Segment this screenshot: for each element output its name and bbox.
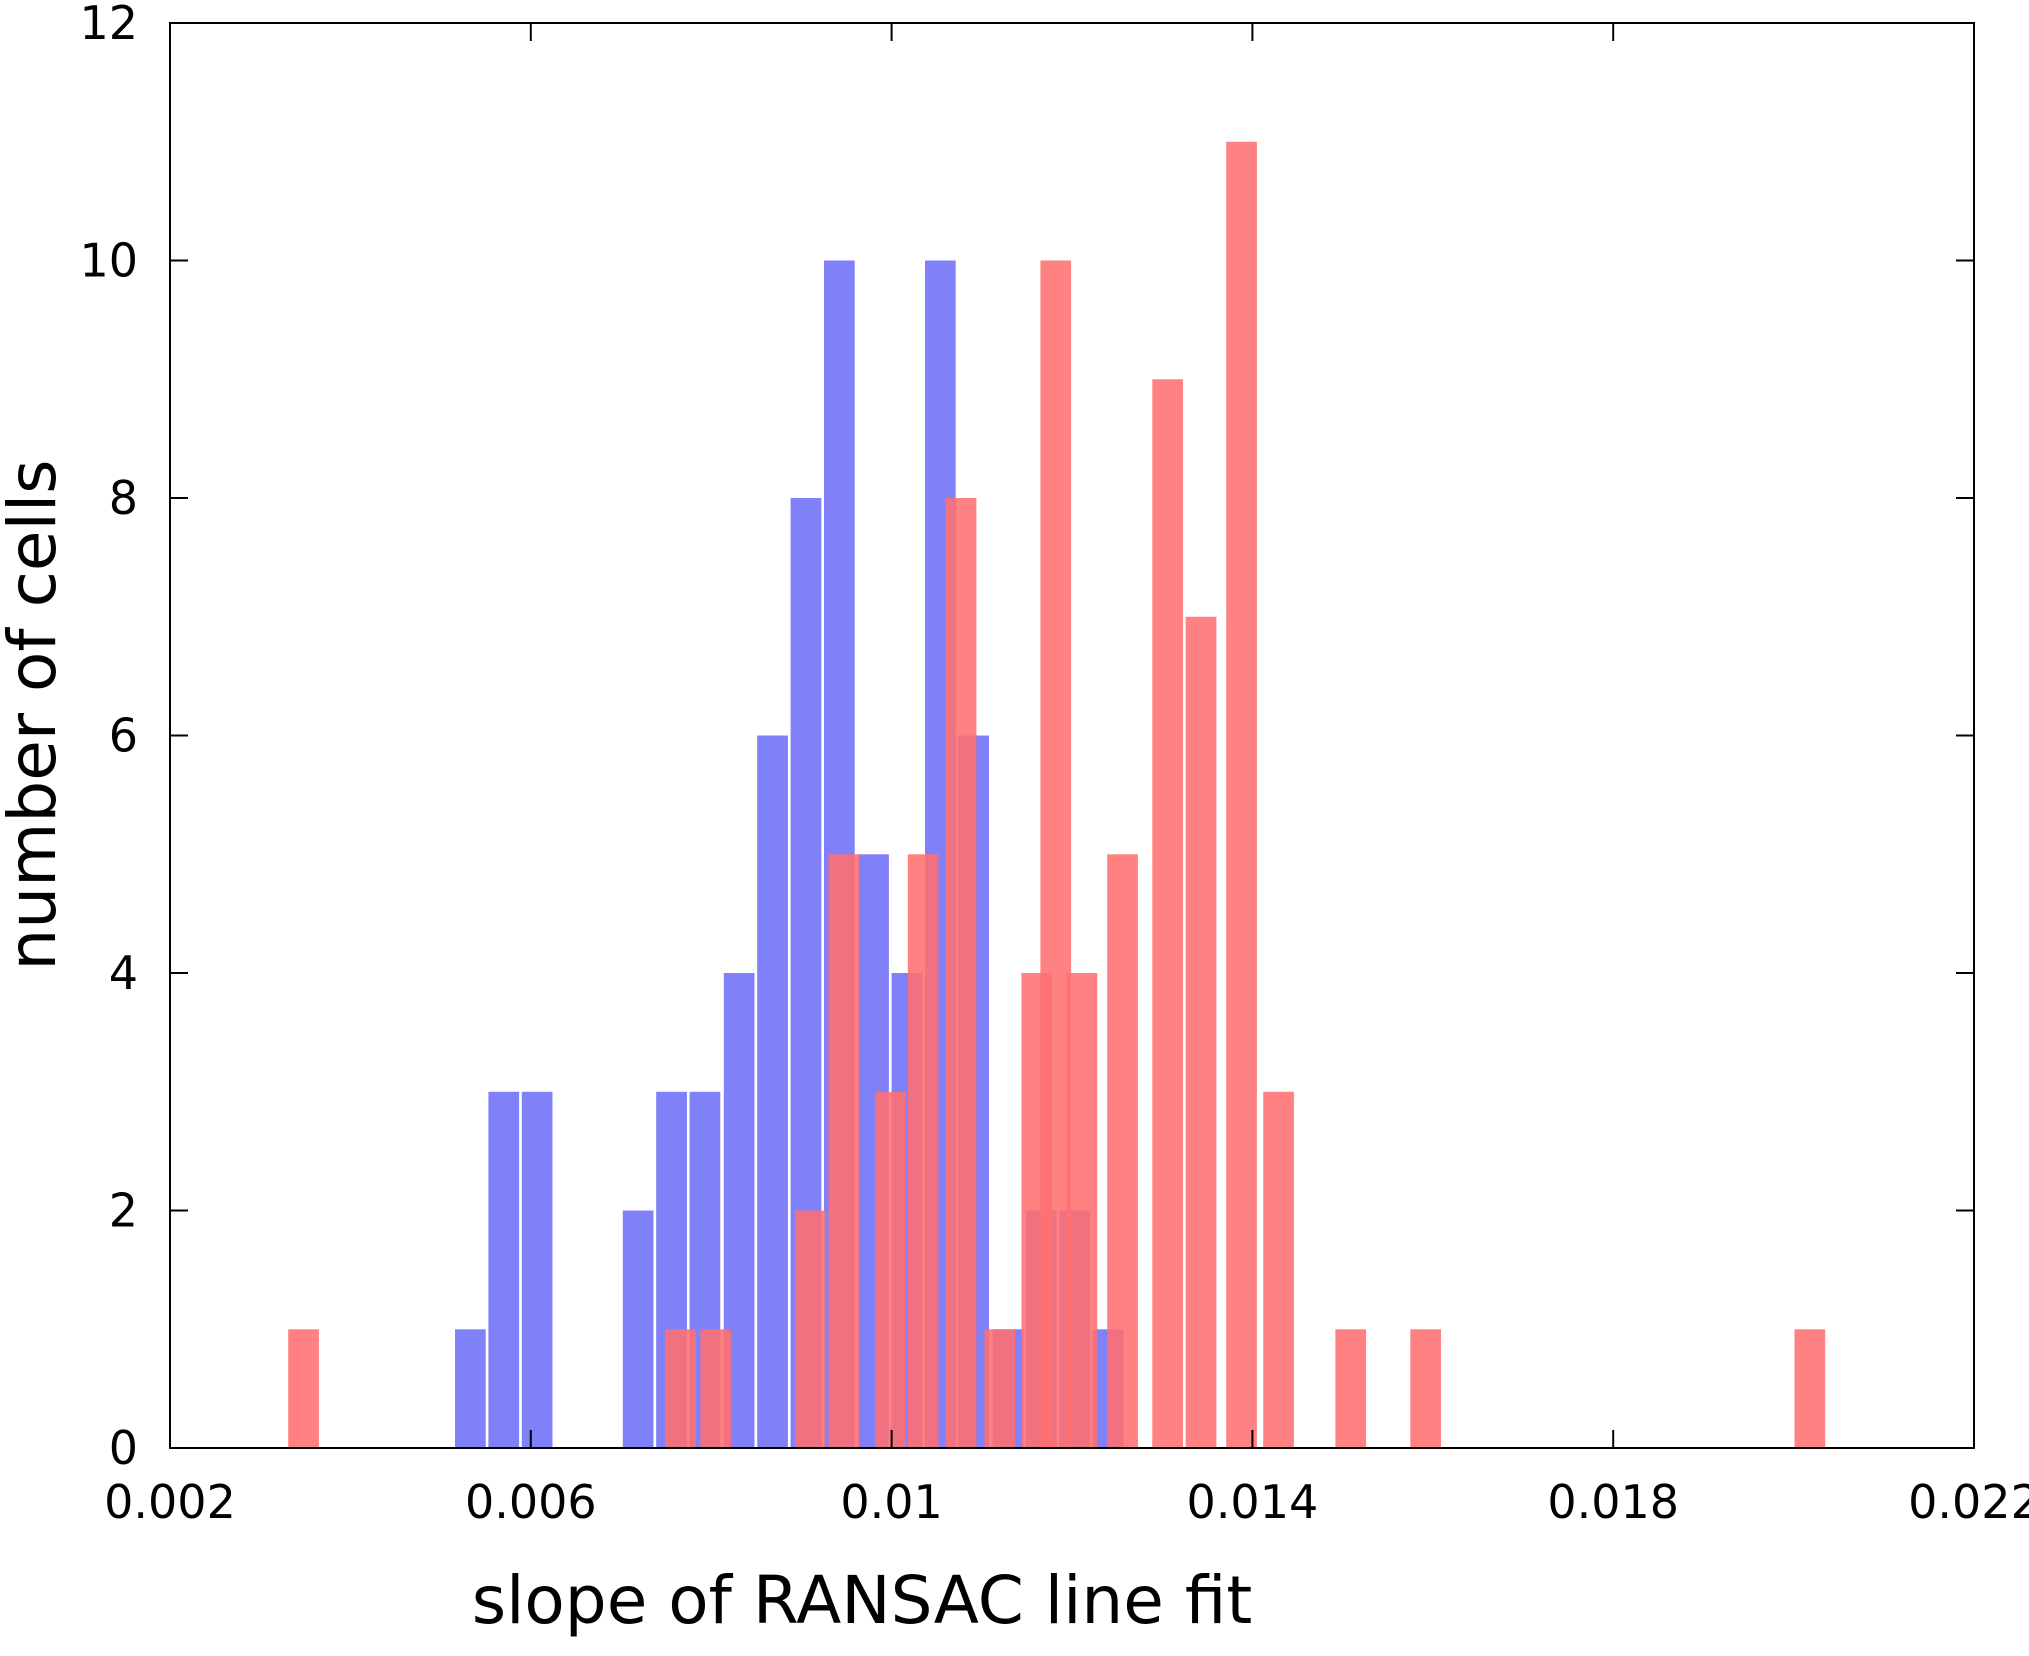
x-tick-label-3: 0.01 bbox=[840, 1475, 942, 1529]
bar-series1-1 bbox=[455, 1329, 486, 1449]
x-tick-label-1: 0.002 bbox=[104, 1475, 236, 1529]
bar-series2-15 bbox=[1185, 616, 1217, 1449]
ticks-layer bbox=[169, 22, 1975, 1449]
bar-series2-20 bbox=[1794, 1329, 1826, 1449]
x-tick-label-4: 0.014 bbox=[1187, 1475, 1319, 1529]
y-tick-label-3: 4 bbox=[109, 946, 138, 1000]
bar-series2-8 bbox=[945, 498, 977, 1448]
bar-series2-14 bbox=[1152, 379, 1183, 1449]
bar-series1-3 bbox=[521, 1091, 553, 1449]
bar-series2-7 bbox=[907, 854, 939, 1449]
y-axis-label: number of cells bbox=[0, 459, 71, 970]
x-axis-label: slope of RANSAC line fit bbox=[472, 1562, 1253, 1639]
bar-series2-6 bbox=[875, 1091, 907, 1449]
bar-series2-19 bbox=[1410, 1329, 1441, 1449]
y-tick-label-2: 2 bbox=[109, 1184, 138, 1238]
bar-series2-16 bbox=[1226, 141, 1257, 1449]
bar-series2-2 bbox=[665, 1329, 696, 1449]
bar-series2-13 bbox=[1107, 854, 1138, 1449]
bar-series2-17 bbox=[1263, 1091, 1294, 1449]
x-tick-label-2: 0.006 bbox=[465, 1475, 597, 1529]
y-tick-label-6: 10 bbox=[79, 234, 138, 288]
bar-series1-2 bbox=[488, 1091, 520, 1449]
tick-labels-layer: 0.002 0.006 0.01 0.014 0.018 0.022 0 2 4 6 8 10 12 bbox=[79, 0, 2029, 1529]
y-tick-label-7: 12 bbox=[79, 0, 138, 50]
y-tick-label-5: 8 bbox=[109, 471, 138, 525]
bar-series2-18 bbox=[1335, 1329, 1367, 1449]
bar-series1-8 bbox=[757, 735, 788, 1448]
x-tick-label-6: 0.022 bbox=[1908, 1475, 2029, 1529]
bar-series2-12 bbox=[1066, 973, 1098, 1448]
bar-series2-4 bbox=[795, 1210, 826, 1448]
bar-series2-5 bbox=[828, 854, 860, 1449]
bar-series2-11 bbox=[1040, 260, 1072, 1448]
y-tick-label-4: 6 bbox=[109, 709, 138, 763]
x-tick-label-5: 0.018 bbox=[1547, 1475, 1679, 1529]
y-tick-label-1: 0 bbox=[109, 1421, 138, 1475]
bar-series2-9 bbox=[984, 1329, 1016, 1449]
bar-series2-3 bbox=[700, 1329, 732, 1449]
bars-layer bbox=[288, 141, 1826, 1449]
bar-series2-1 bbox=[288, 1329, 319, 1449]
bar-series1-4 bbox=[622, 1210, 654, 1448]
